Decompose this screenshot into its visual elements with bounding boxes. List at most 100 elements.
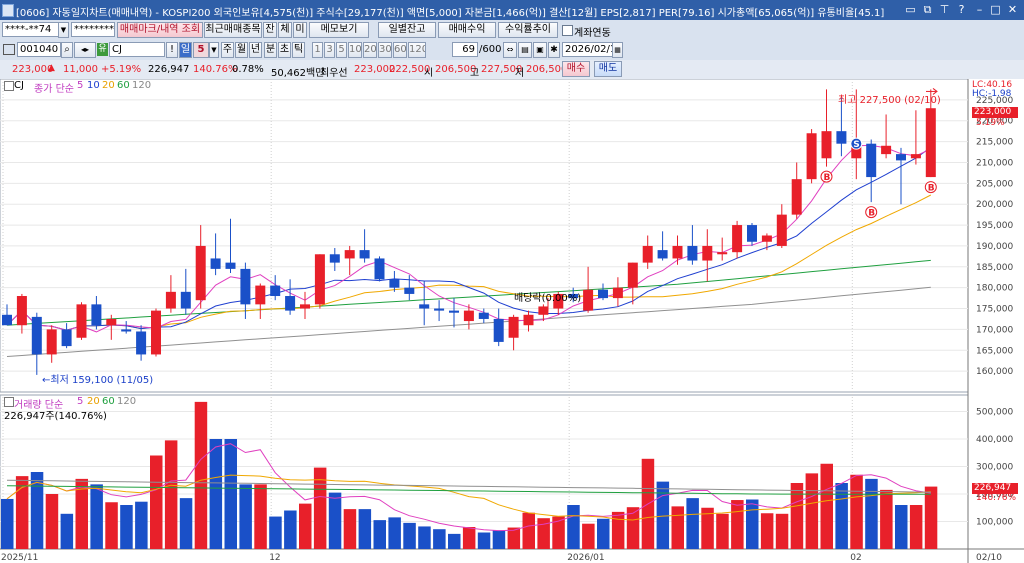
calendar-icon[interactable]: ▦: [612, 42, 623, 58]
candle-body: [76, 304, 87, 338]
price-tick-label: 215,000: [976, 138, 1013, 148]
buy-mark-icon: [924, 181, 937, 194]
candle-body: [31, 316, 42, 355]
sell-mark-label: S: [853, 140, 859, 150]
buy-button[interactable]: 매수: [562, 61, 590, 77]
legend-ma5: 5: [77, 80, 84, 91]
min-5[interactable]: 5: [336, 42, 347, 58]
candle-body: [285, 296, 296, 311]
stock-name-field: CJ: [109, 42, 165, 57]
memo-button[interactable]: 메모보기: [309, 22, 369, 38]
min-20[interactable]: 20: [363, 42, 377, 58]
data-count-input[interactable]: 69: [452, 42, 478, 57]
min-3[interactable]: 3: [324, 42, 335, 58]
screen-icon[interactable]: ▭: [905, 3, 916, 16]
sell-button[interactable]: 매도: [594, 61, 622, 77]
volume-bar: [90, 484, 103, 549]
buy-mark-label: B: [824, 173, 831, 183]
volume-bar: [507, 527, 521, 549]
vol-legend-ma60: 60: [102, 396, 115, 407]
volume-bar: [239, 484, 252, 549]
ma5-line: [6, 144, 932, 333]
help-icon[interactable]: ?: [958, 3, 965, 16]
candle-body: [61, 329, 72, 347]
search-icon[interactable]: ⌕: [61, 42, 73, 58]
candle-body: [210, 258, 221, 269]
candle-body: [598, 289, 608, 299]
legend-ma120: 120: [132, 80, 152, 91]
account-dropdown-icon[interactable]: ▼: [58, 22, 69, 38]
save-icon[interactable]: ▣: [533, 42, 547, 58]
volume-bar: [179, 498, 193, 549]
period-year[interactable]: 년: [249, 42, 262, 58]
period-tick[interactable]: 틱: [292, 42, 305, 58]
period-second[interactable]: 초: [278, 42, 291, 58]
price-tick-label: 205,000: [976, 179, 1013, 189]
password-field[interactable]: ********: [71, 22, 115, 37]
layout-icon[interactable]: [3, 44, 15, 55]
account-link-checkbox[interactable]: [562, 25, 573, 36]
volume-bar: [224, 439, 237, 549]
trade-lookup-button[interactable]: 매매마크/내역 조회: [117, 22, 203, 38]
stock-code-input[interactable]: 001040: [17, 42, 61, 57]
x-tick-label: 02/10: [976, 553, 1002, 563]
volume-legend-value: 226,947주(140.76%): [4, 411, 107, 422]
quote-vol-pct: 140.76%: [193, 64, 238, 75]
volume-tick-label: 500,000: [976, 408, 1013, 418]
period-count-field[interactable]: 5: [193, 42, 209, 58]
close-icon[interactable]: ✕: [1007, 3, 1018, 16]
chart-area[interactable]: CJ 종가 단순 5 10 20 60 120 225,000 220,000 21…: [0, 79, 1024, 563]
return-trend-button[interactable]: 수익률추이: [498, 22, 558, 38]
volume-bar: [135, 501, 148, 549]
stock-nav-icon[interactable]: ◂▸: [74, 42, 96, 58]
buy-mark-icon: [820, 170, 833, 183]
candle-body: [106, 318, 117, 326]
settings-icon[interactable]: ✱: [548, 42, 560, 58]
candle-body: [329, 254, 340, 263]
min-30[interactable]: 30: [378, 42, 392, 58]
period-day[interactable]: 일: [179, 42, 192, 58]
maximize-icon[interactable]: □: [990, 3, 1001, 16]
candle-body: [434, 308, 445, 311]
candle-body: [2, 314, 12, 326]
legend-ma60: 60: [117, 80, 130, 91]
min-120[interactable]: 120: [408, 42, 426, 58]
volume-bar: [358, 509, 372, 549]
price-pane-toggle-icon[interactable]: [4, 81, 14, 91]
market-flag-icon: 유: [97, 43, 108, 56]
candle-body: [672, 245, 683, 259]
zoom-icon[interactable]: ⇔: [503, 42, 517, 58]
indicator-icon[interactable]: ▤: [518, 42, 532, 58]
trade-profit-button[interactable]: 매매수익: [438, 22, 496, 38]
tab-unfilled[interactable]: 미: [293, 22, 307, 38]
volume-bar: [448, 533, 461, 549]
recent-items-button[interactable]: 최근매매종목: [204, 22, 262, 38]
alert-icon[interactable]: !: [166, 42, 178, 58]
candle-body: [538, 306, 549, 315]
min-60[interactable]: 60: [393, 42, 407, 58]
period-dropdown-icon[interactable]: ▼: [209, 42, 219, 58]
candle-body: [702, 245, 713, 261]
period-week[interactable]: 주: [221, 42, 234, 58]
copy-icon[interactable]: ⧉: [923, 3, 932, 16]
vol-ma120-line: [6, 479, 931, 493]
candle-body: [776, 214, 787, 246]
minimize-icon[interactable]: –: [976, 3, 983, 16]
volume-bar: [492, 530, 506, 549]
volume-pane-toggle-icon[interactable]: [4, 397, 14, 407]
period-minute[interactable]: 분: [264, 42, 277, 58]
daily-balance-button[interactable]: 일별잔고: [378, 22, 436, 38]
tab-balance[interactable]: 잔: [263, 22, 277, 38]
candle-body: [612, 287, 623, 299]
pin-icon[interactable]: ⊤: [939, 3, 950, 16]
volume-bar: [701, 507, 714, 549]
volume-bar: [746, 499, 759, 549]
vol-legend-ma120: 120: [117, 396, 137, 407]
min-10[interactable]: 10: [348, 42, 362, 58]
candle-body: [374, 258, 385, 280]
min-1[interactable]: 1: [312, 42, 323, 58]
tab-executed[interactable]: 체: [278, 22, 292, 38]
candle-body: [225, 262, 236, 269]
period-month[interactable]: 월: [235, 42, 248, 58]
candle-body: [583, 289, 594, 311]
